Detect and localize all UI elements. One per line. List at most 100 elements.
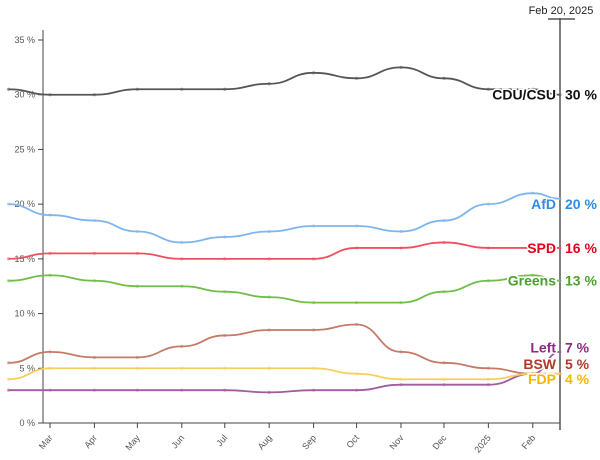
data-point [486,377,490,381]
data-point [48,251,52,255]
data-point [558,246,562,250]
data-point [135,355,139,359]
data-point [223,388,227,392]
data-point [531,87,535,91]
data-point [48,93,52,97]
data-point [354,322,359,327]
data-point [531,191,535,195]
data-point [223,257,227,261]
data-point [48,366,52,370]
data-point [135,366,139,370]
data-point [223,366,227,370]
data-point [399,246,403,250]
data-point [267,82,271,86]
y-tick-label: 35 % [14,35,35,45]
data-point [558,93,562,97]
data-point [180,388,184,392]
data-point [442,218,446,223]
y-tick-label: 15 % [14,254,35,264]
data-point [311,257,316,261]
data-point [48,388,52,392]
series-label: Greens [508,273,556,289]
series-line-fdp [8,367,560,381]
series-value-label: 16 % [565,240,597,256]
series-label: FDP [528,371,556,387]
data-point [180,87,184,91]
data-point [354,246,359,250]
data-point [311,328,316,332]
data-point [180,284,184,288]
data-point [486,246,490,250]
series-value-label: 13 % [565,273,597,289]
data-point [135,284,139,288]
series-label: SPD [527,240,556,256]
series-line-bsw [8,323,560,375]
data-point [48,213,52,217]
x-tick-label: Nov [388,432,406,451]
data-point [92,279,97,283]
series-value-label: 5 % [565,356,590,372]
series-line-cducsu [8,66,561,96]
data-point [354,301,359,305]
series-label: CDU/CSU [492,87,556,103]
data-point [92,218,97,223]
data-point [267,229,271,234]
data-point [6,257,11,261]
data-point [267,328,271,332]
data-point [558,350,562,354]
data-point [442,361,446,365]
data-point [531,246,535,250]
data-point [267,366,271,370]
y-tick-label: 10 % [14,309,35,319]
data-point [486,383,490,387]
series-line-afd [8,192,561,244]
series-line-left [8,350,561,394]
data-point [135,388,139,392]
series-line-spd [8,241,560,260]
series-value-label: 7 % [565,339,590,355]
data-point [399,377,403,381]
data-point [442,377,446,381]
data-point [311,366,316,370]
data-point [92,366,97,370]
x-tick-label: May [123,432,142,452]
data-point [399,301,403,305]
y-tick-label: 30 % [14,90,35,100]
data-point [399,383,403,387]
data-point [442,240,446,245]
x-tick-label: Jun [169,433,186,451]
x-tick-label: Mar [37,433,55,451]
data-point [354,388,359,392]
y-tick-label: 5 % [19,363,35,373]
data-point [442,76,446,80]
data-point [486,366,490,370]
data-point [558,372,562,376]
data-point [48,273,52,277]
data-point [48,350,52,354]
data-point [486,202,490,206]
data-point [135,229,139,234]
data-point [180,257,184,261]
x-tick-label: 2025 [472,433,493,455]
series-label: AfD [531,196,556,212]
data-point [6,279,11,283]
data-point [223,290,227,294]
data-point [486,87,490,91]
y-tick-label: 0 % [19,418,35,428]
data-point [223,87,227,91]
data-point [267,257,271,261]
data-point [399,350,403,354]
data-point [6,87,11,91]
x-tick-label: Feb [520,433,538,451]
y-tick-label: 20 % [14,199,35,209]
x-tick-label: Sep [300,433,318,452]
data-point [6,377,11,381]
series-value-label: 30 % [565,87,597,103]
data-point [531,273,535,277]
data-point [442,383,446,387]
series-label: BSW [523,356,556,372]
x-tick-label: Aug [256,433,274,452]
data-point [399,65,403,69]
data-point [558,279,562,283]
